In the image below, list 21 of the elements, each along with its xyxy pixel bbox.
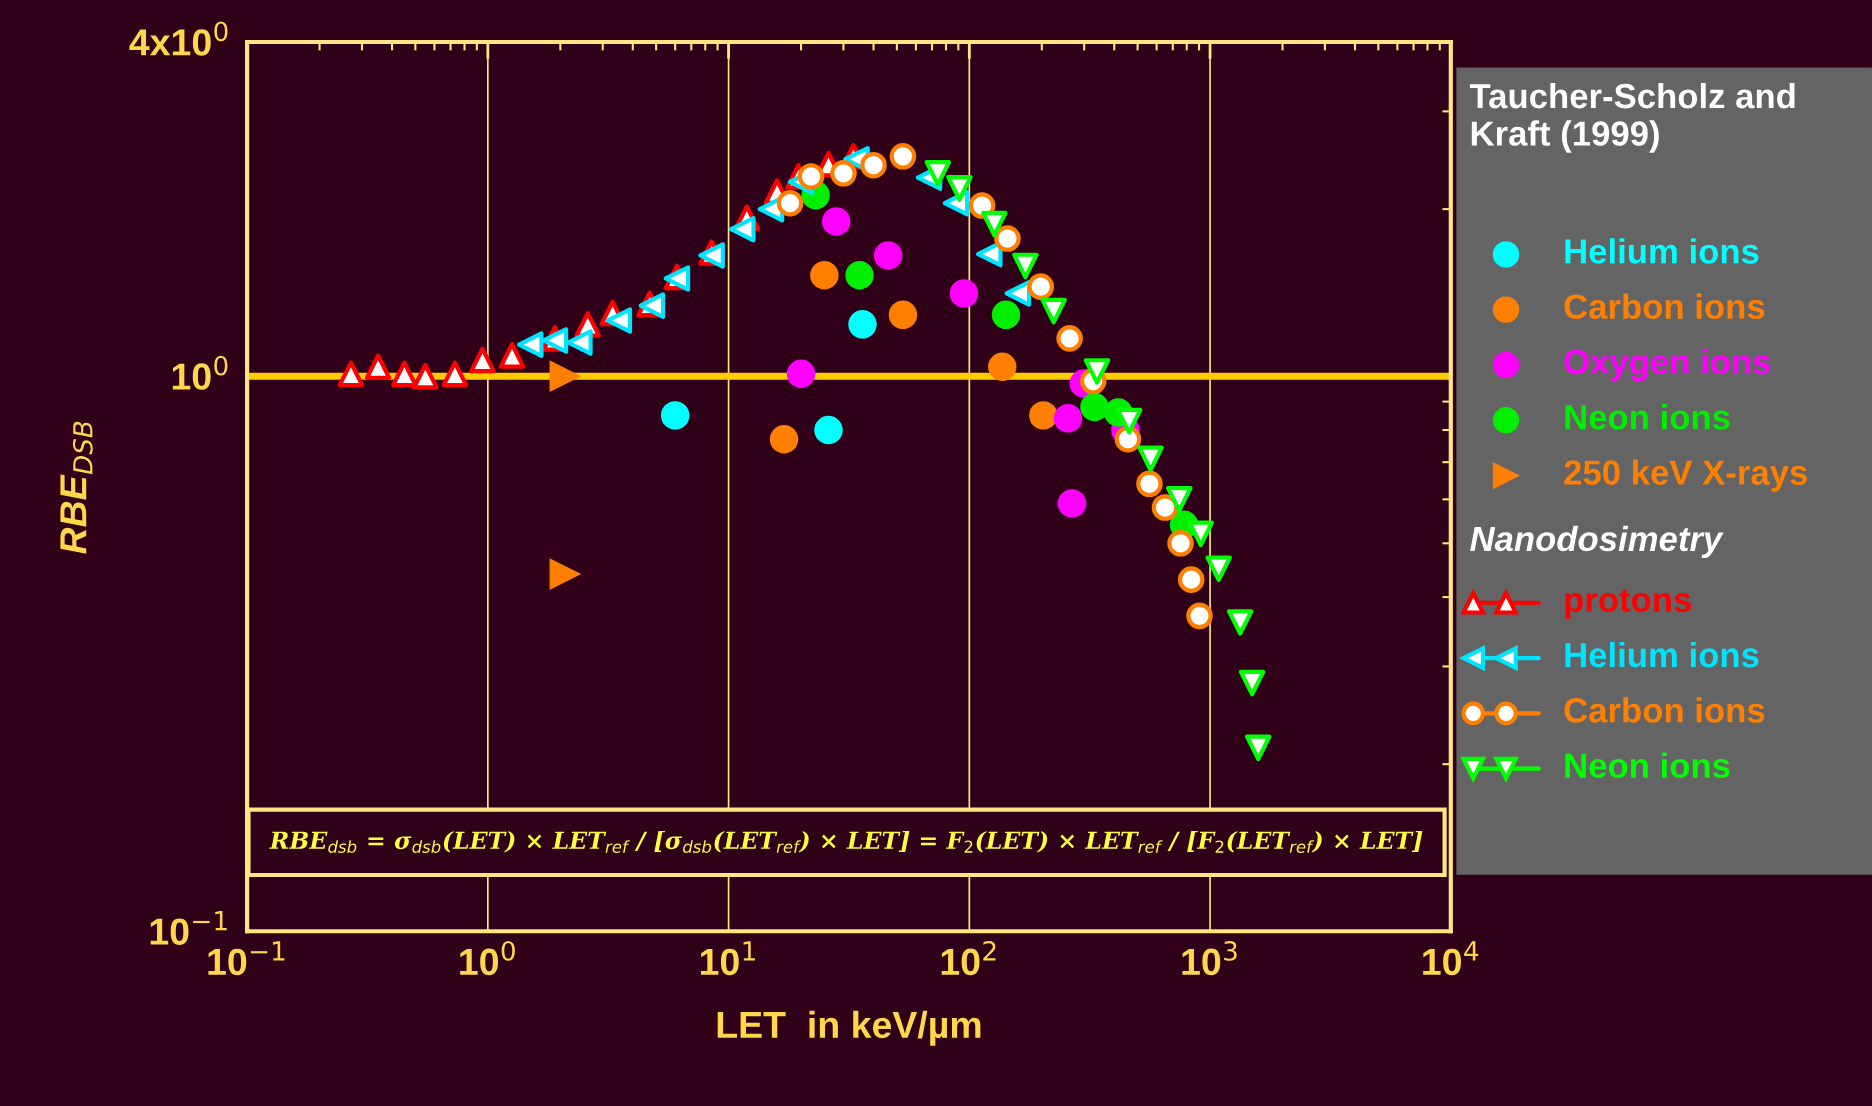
legend-label: Neon ions xyxy=(1565,404,1730,430)
legend-label: Oxygen ions xyxy=(1564,348,1771,382)
x-tick-label: 10$^{2}$ xyxy=(941,940,996,976)
x-tick-label: 10$^{4}$ xyxy=(1423,941,1479,976)
legend-label: Helium ions xyxy=(1565,238,1759,264)
legend-label: Helium ions xyxy=(1565,641,1759,668)
y-tick-label: 10$^{0}$ xyxy=(172,355,228,390)
text: Nanodosimetry xyxy=(1470,525,1724,559)
legend-label: 250 keV X-rays xyxy=(1564,459,1807,492)
y-tick-label: 4x10$^{0}$ xyxy=(129,21,228,56)
x-axis-title: LET in keV/µm xyxy=(717,1010,981,1046)
x-tick-label: 10$^{3}$ xyxy=(1182,940,1237,976)
x-tick-label: 10$^{0}$ xyxy=(460,940,515,976)
x-tick-label: 10$^{1}$ xyxy=(700,941,755,976)
legend-label: Carbon ions xyxy=(1564,293,1765,319)
legend-label: protons xyxy=(1565,589,1691,619)
text: Taucher-Scholz and Kraft (1999) xyxy=(1469,82,1795,153)
legend-label: Carbon ions xyxy=(1564,697,1765,723)
text: RBE$_{dsb}$ = σ$_{dsb}$(LET) × LET$_{ref}$ / [σ$_{dsb}$(LET$_{ref}$) × LET] = F$_{2}$(LET) × LET$_{ref}$ / [F$_{2}$(LET$_{ref}$) × LET] xyxy=(269,830,1423,853)
y-axis-title: RBE$_{DSB}$ xyxy=(60,421,93,554)
legend-label: Neon ions xyxy=(1565,752,1730,778)
